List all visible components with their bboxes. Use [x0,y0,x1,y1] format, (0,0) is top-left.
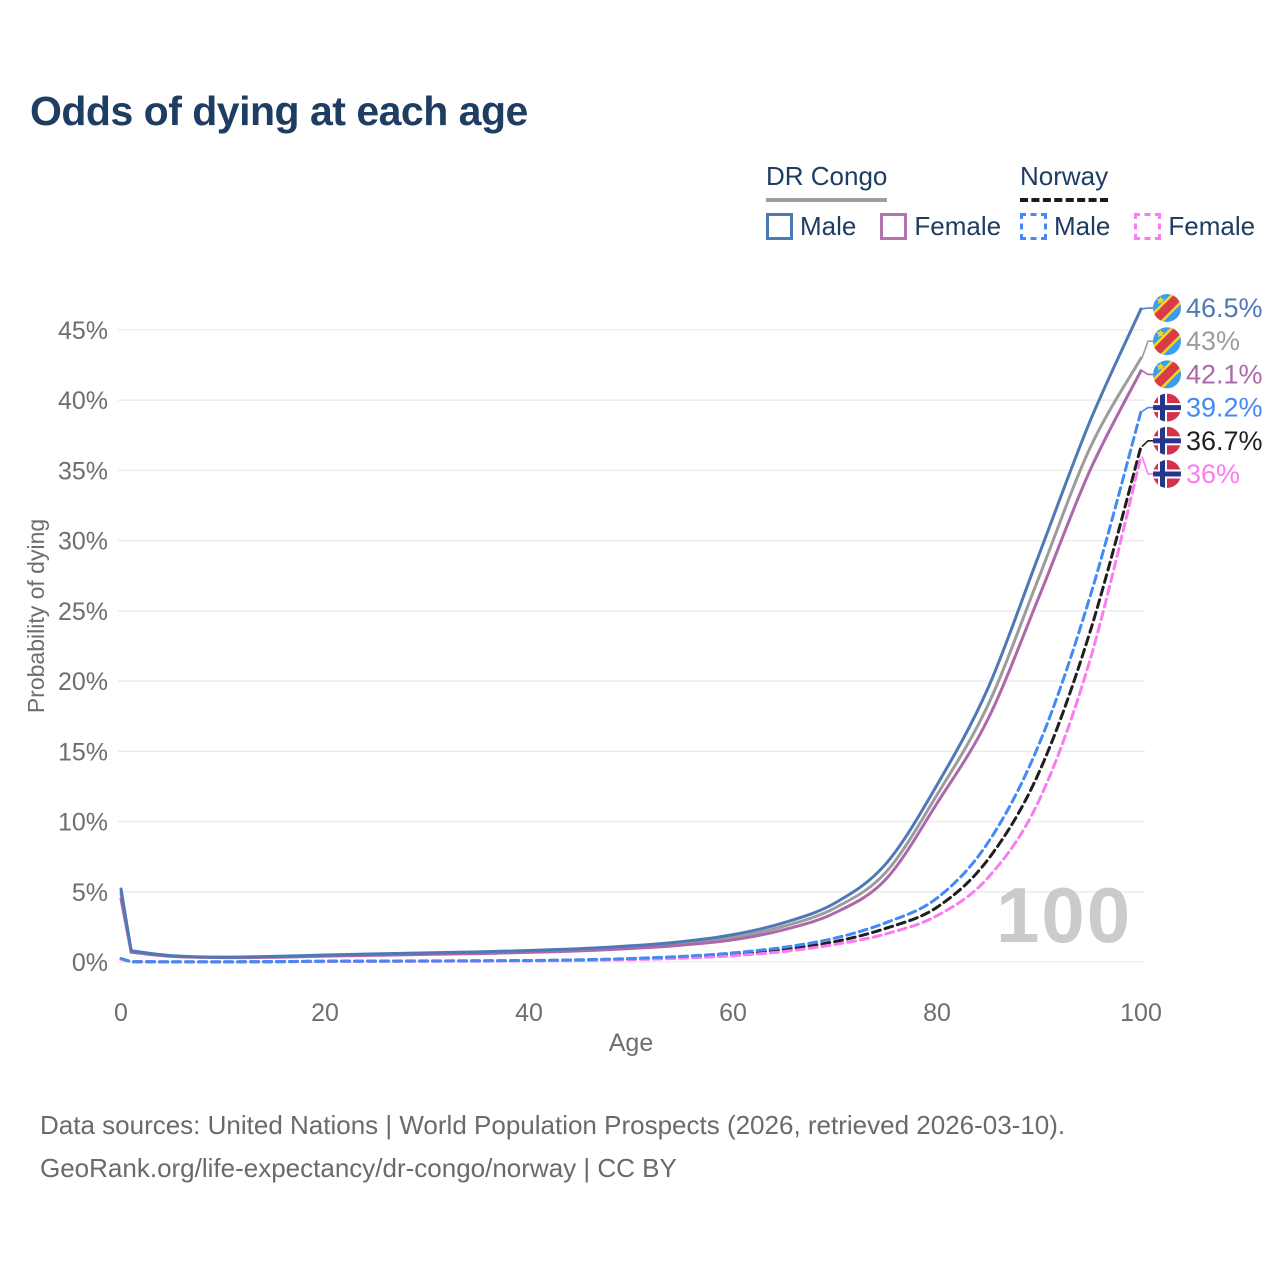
series-line-1 [119,356,1143,959]
leader-line [1141,440,1153,448]
norway-flag-icon [1153,460,1181,488]
checkbox-swatch-icon [766,213,793,240]
series-line-0 [119,307,1143,959]
leader-line [1141,307,1153,310]
x-tick-label: 20 [311,999,339,1027]
series-line-5 [119,454,1143,964]
y-tick-label: 0% [72,949,108,977]
end-value-label: 42.1% [1186,359,1263,389]
y-tick-label: 5% [72,879,108,907]
end-value-label: 36.7% [1186,426,1263,456]
checkbox-swatch-icon [1020,213,1047,240]
checkbox-swatch-icon [880,213,908,240]
end-value-label: 43% [1186,326,1240,356]
age-counter-watermark: 100 [996,871,1133,959]
page-title: Odds of dying at each age [30,88,528,134]
legend-item-dr-congo-male[interactable]: Male [766,211,856,242]
y-tick-label: 35% [58,457,108,485]
end-value-label: 39.2% [1186,393,1263,423]
footer: Data sources: United Nations | World Pop… [40,1104,1065,1190]
leader-line [1141,370,1153,376]
legend-group-title-norway: Norway [1020,161,1109,202]
legend-item-label: Male [1054,211,1111,241]
y-tick-label: 10% [58,809,108,837]
dr-congo-flag-icon [1153,294,1181,322]
checkbox-swatch-icon [1134,213,1162,240]
end-value-label: 36% [1186,459,1240,489]
leader-line [1141,340,1153,359]
leader-line [1141,456,1153,475]
footer-citation-link[interactable]: GeoRank.org/life-expectancy/dr-congo/nor… [40,1153,677,1183]
norway-flag-icon [1153,426,1181,455]
y-tick-label: 45% [58,317,108,345]
y-tick-label: 20% [58,668,108,696]
x-tick-label: 0 [114,999,128,1027]
y-tick-label: 30% [58,528,108,556]
series-line-3 [119,410,1143,964]
dr-congo-flag-icon [1153,327,1181,356]
legend-item-dr-congo-female[interactable]: Female [880,211,1001,242]
legend-group-dr-congo: DR Congo Male Female [766,161,1001,242]
legend-group-title-dr-congo: DR Congo [766,161,888,202]
dr-congo-flag-icon [1153,360,1181,389]
footer-data-sources: Data sources: United Nations | World Pop… [40,1110,1066,1140]
y-axis-title: Probability of dying [23,519,49,713]
leader-line [1141,406,1153,413]
legend-item-norway-male[interactable]: Male [1020,211,1110,242]
y-tick-label: 15% [58,738,108,766]
x-tick-label: 40 [515,999,543,1027]
end-value-label: 46.5% [1186,293,1263,323]
x-tick-label: 60 [719,999,747,1027]
legend-item-norway-female[interactable]: Female [1134,211,1255,242]
norway-flag-icon [1153,393,1181,422]
y-tick-label: 40% [58,387,108,415]
legend-item-label: Female [914,211,1002,241]
x-tick-label: 100 [1120,999,1162,1027]
x-tick-label: 80 [923,999,951,1027]
legend-group-norway: Norway Male Female [1020,161,1255,242]
legend-item-label: Male [800,211,857,241]
x-axis-title: Age [609,1029,653,1057]
series-line-2 [119,369,1143,960]
legend-item-label: Female [1168,211,1256,241]
y-tick-label: 25% [58,598,108,626]
